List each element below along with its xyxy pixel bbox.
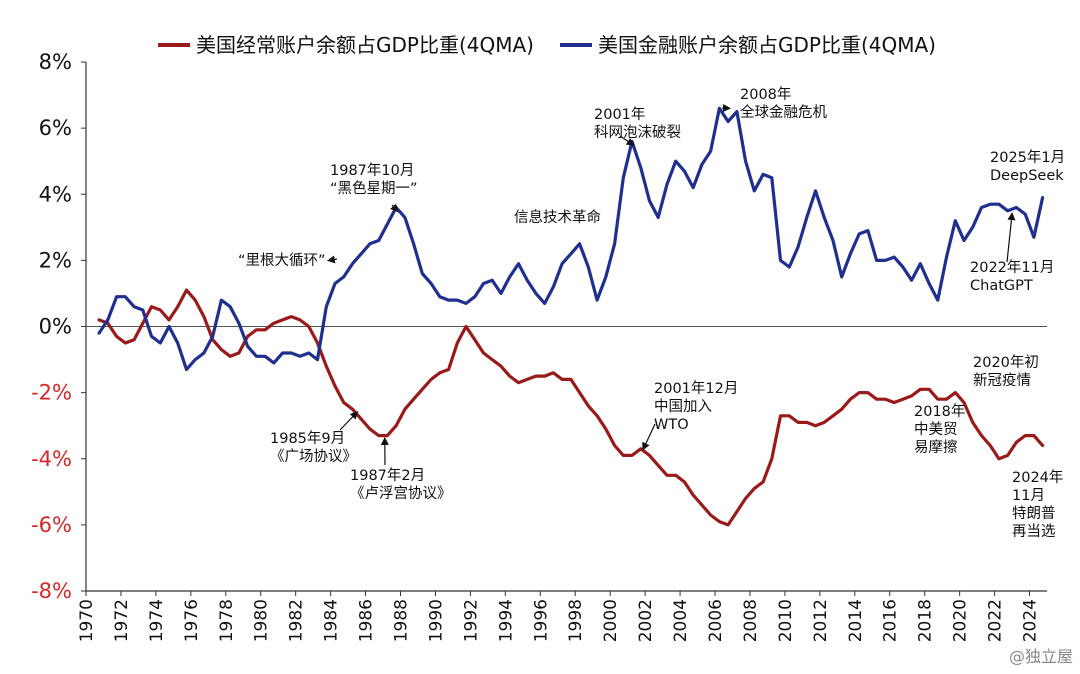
series-layer [97,106,1045,527]
annotation: 信息技术革命 [514,208,601,226]
annotation-arrow [1006,212,1016,263]
annotation-text: “里根大循环” [238,252,326,269]
x-tick-label: 2006 [706,599,726,642]
annotation-text: 2025年1月 [990,149,1065,166]
annotation-text: 中美贸 [914,421,958,438]
y-tick-label: 4% [39,182,72,206]
x-tick-label: 1980 [252,599,272,642]
annotation-text: 特朗普 [1012,505,1056,522]
y-tick-label: -6% [31,513,72,537]
x-tick-label: 1970 [77,599,97,642]
x-tick-label: 2008 [741,599,761,642]
annotation-arrow [390,203,399,213]
x-tick-label: 1992 [461,599,481,642]
annotation-text: 2020年初 [973,354,1039,371]
annotation-text: ChatGPT [970,278,1033,294]
legend-label-financial-account: 美国金融账户余额占GDP比重(4QMA) [598,33,936,57]
x-tick-label: 1982 [287,599,307,642]
annotation-text: 科网泡沫破裂 [594,124,681,141]
x-tick-label: 1978 [217,599,237,642]
annotation-text: 新冠疫情 [973,372,1031,389]
x-tick-label: 2020 [951,599,971,642]
annotation-text: 2001年 [594,106,645,123]
annotation-text: 1987年2月 [350,467,425,484]
annotation-text: 易摩擦 [914,438,958,456]
y-tick-label: 2% [39,248,72,272]
legend-label-current-account: 美国经常账户余额占GDP比重(4QMA) [196,33,534,57]
y-tick-label: -4% [31,447,72,471]
x-tick-label: 1974 [147,599,167,642]
x-tick-label: 1986 [357,599,377,642]
annotation-text: 再当选 [1012,523,1056,540]
x-tick-label: 2024 [1021,599,1041,642]
annotation: 1985年9月《广场协议》 [270,411,359,465]
annotation: 1987年2月《卢浮宫协议》 [350,436,452,502]
legend: 美国经常账户余额占GDP比重(4QMA) 美国金融账户余额占GDP比重(4QMA… [158,33,936,57]
annotation-text: DeepSeek [990,168,1064,184]
annotation: “里根大循环” [238,252,338,269]
x-tick-label: 2010 [776,599,796,642]
axes: 8% 6% 4% 2% 0% -2% -4% -6% -8%1970 1972 1974 1976 19… [31,50,1047,642]
annotation-text: 信息技术革命 [514,208,601,226]
x-tick-label: 1998 [566,599,586,642]
annotation-text: 2001年12月 [654,380,738,397]
annotation-text: 2018年 [914,403,965,420]
series-line-current-account [97,288,1045,527]
y-tick-label: 6% [39,116,72,140]
x-tick-label: 1976 [182,599,202,642]
x-tick-label: 1994 [496,599,516,642]
annotation-text: 1987年10月 [330,162,414,179]
y-tick-label: -8% [31,579,72,603]
x-tick-label: 2012 [811,599,831,642]
y-tick-label: -2% [31,381,72,405]
annotation: 1987年10月“黑色星期一” [330,162,418,213]
x-tick-label: 1996 [531,599,551,642]
x-tick-label: 2022 [986,599,1006,642]
annotation-arrow [339,411,359,431]
x-tick-label: 2018 [916,599,936,642]
annotation-text: 2024年 [1012,469,1063,486]
annotation-arrow [326,255,338,264]
annotation: 2022年11月 ChatGPT [970,212,1054,294]
annotation-text: 全球金融危机 [740,103,827,121]
annotation-text: 《卢浮宫协议》 [350,485,452,502]
x-tick-label: 2000 [601,599,621,642]
x-tick-label: 1988 [392,599,412,642]
x-tick-label: 2016 [881,599,901,642]
annotation-text: 2008年 [740,86,791,103]
annotation-text: “黑色星期一” [330,180,418,197]
x-tick-label: 1990 [426,599,446,642]
annotation-layer: 1985年9月《广场协议》1987年2月《卢浮宫协议》1987年10月“黑色星期… [238,86,1065,540]
annotation-text: 2022年11月 [970,259,1054,276]
x-tick-label: 2002 [636,599,656,642]
x-tick-label: 2014 [846,599,866,642]
annotation: 2025年1月 DeepSeek [990,149,1065,184]
annotation-arrow [642,423,656,451]
x-tick-label: 1984 [322,599,342,642]
y-tick-label: 8% [39,50,72,74]
annotation-text: 《广场协议》 [270,448,357,465]
annotation-text: 1985年9月 [270,430,345,447]
y-tick-label: 0% [39,315,72,339]
x-tick-label: 1972 [112,599,132,642]
annotation-text: 11月 [1012,488,1045,504]
annotation-text: WTO [654,417,689,433]
x-tick-label: 2004 [671,599,691,642]
watermark: @独立屋 [1009,647,1073,666]
annotation-text: 中国加入 [654,398,712,415]
annotation-arrow [619,135,635,146]
series-line-financial-account [97,106,1045,372]
